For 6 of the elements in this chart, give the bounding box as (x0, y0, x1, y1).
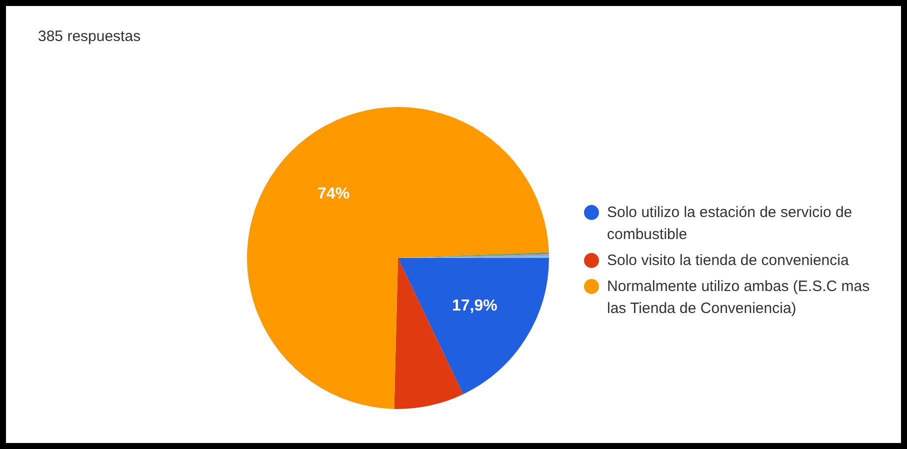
legend-label: Solo utilizo la estación de servicio de combustible (607, 203, 854, 245)
data-label: 17,9% (452, 298, 498, 315)
text: 385 respuestas (38, 28, 141, 45)
data-label: 74% (318, 186, 350, 203)
legend-label: Solo visito la tienda de conveniencia (607, 251, 849, 271)
legend-label: Normalmente utilizo ambas (E.S.C mas las Tienda de Conveniencia) (607, 277, 871, 319)
